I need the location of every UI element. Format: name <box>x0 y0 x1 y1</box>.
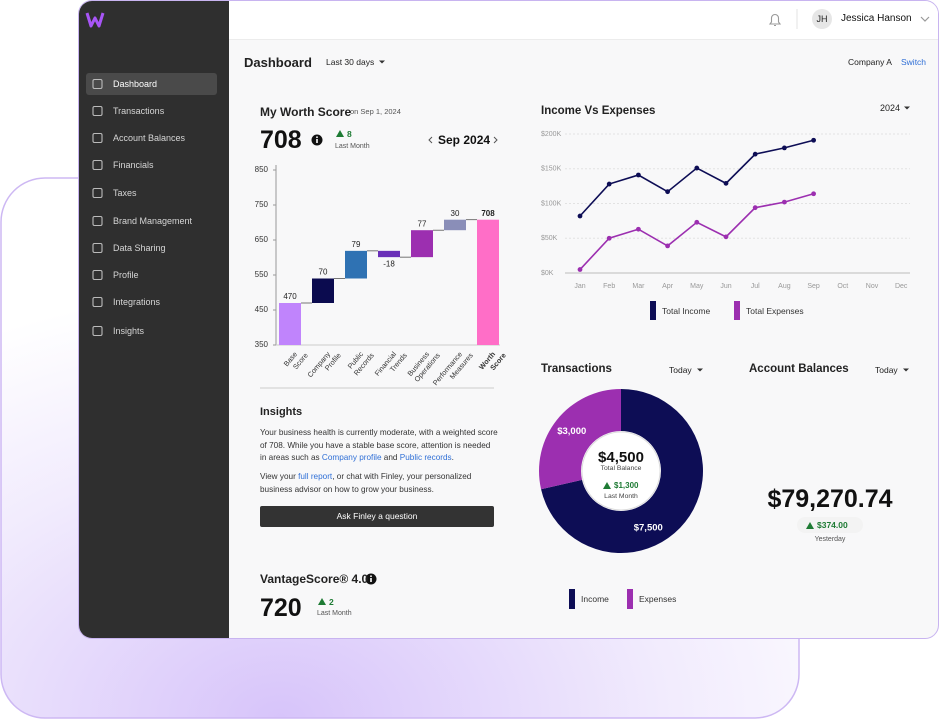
text: View your <box>260 472 299 481</box>
total-balance: $4,500 <box>598 448 644 466</box>
balance-change-label: Last Month <box>604 492 638 500</box>
year-select[interactable]: 2024 <box>880 102 901 113</box>
legend-label: Income <box>581 593 609 604</box>
nav-item[interactable]: Account Balances <box>113 132 186 143</box>
income-expenses-card <box>525 88 927 331</box>
month: Sep 2024 <box>438 133 491 147</box>
card-title: Income Vs Expenses <box>541 105 656 118</box>
header <box>229 1 938 40</box>
card-title: Account Balances <box>749 363 849 376</box>
score: 720 <box>260 593 302 622</box>
avatar-initials: JH <box>816 13 828 24</box>
company-name: Company A <box>848 56 892 67</box>
text: and <box>381 453 400 463</box>
total-balance-label: Total Balance <box>600 464 642 472</box>
sidebar <box>79 1 229 638</box>
switch-link[interactable]: Switch <box>901 56 927 67</box>
balance-change-label: Yesterday <box>814 535 846 543</box>
app-window <box>78 0 939 639</box>
ask-button[interactable]: Ask Finley a question <box>260 506 494 527</box>
balance: $79,270.74 <box>767 484 893 513</box>
period-select[interactable]: Last 30 days <box>326 56 375 67</box>
score-date: on Sep 1, 2024 <box>350 107 401 117</box>
text: , or chat with Finley, your personalized… <box>260 472 472 494</box>
legend-label: Expenses <box>639 593 677 604</box>
legend-label: Total Expenses <box>746 305 804 316</box>
text: Your business health is currently modera… <box>260 428 498 463</box>
nav-item[interactable]: Financials <box>113 159 154 170</box>
link[interactable]: Company profile <box>321 453 382 463</box>
link[interactable]: Public records <box>399 453 452 463</box>
card-title: VantageScore® 4.0 <box>260 572 369 586</box>
nav-item[interactable]: Dashboard <box>113 78 158 89</box>
nav-item[interactable]: Integrations <box>113 296 161 307</box>
balance-change: $374.00 <box>817 519 848 530</box>
card-title: My Worth Score <box>260 105 352 119</box>
active-item-bg <box>86 73 217 95</box>
period-select[interactable]: Today <box>669 364 692 375</box>
nav-item[interactable]: Insights <box>113 325 145 336</box>
change-pill <box>797 517 863 533</box>
insights-paragraph: Your business health is currently modera… <box>260 427 498 465</box>
nav-item[interactable]: Brand Management <box>113 215 193 226</box>
text: . <box>451 453 454 463</box>
score-change: 8 <box>347 128 352 139</box>
score-change: 2 <box>329 596 334 607</box>
legend-label: Total Income <box>662 305 711 316</box>
nav-item[interactable]: Transactions <box>113 105 165 116</box>
insights-title: Insights <box>260 405 303 418</box>
period-select[interactable]: Today <box>875 364 898 375</box>
nav-item[interactable]: Data Sharing <box>113 242 166 253</box>
score: 708 <box>260 125 302 154</box>
nav-item[interactable]: Taxes <box>113 187 137 198</box>
nav-item[interactable]: Profile <box>113 269 139 280</box>
page-title: Dashboard <box>244 54 312 70</box>
score-change-label: Last Month <box>317 609 352 617</box>
card-title: Transactions <box>541 363 612 376</box>
balance-change: $1,300 <box>614 481 639 490</box>
link[interactable]: full report <box>298 472 333 481</box>
transactions-card <box>525 346 718 637</box>
user-name[interactable]: Jessica Hanson <box>841 13 912 24</box>
insights-paragraph: View your full report, or chat with Finl… <box>260 471 498 496</box>
score-change-label: Last Month <box>335 142 370 150</box>
